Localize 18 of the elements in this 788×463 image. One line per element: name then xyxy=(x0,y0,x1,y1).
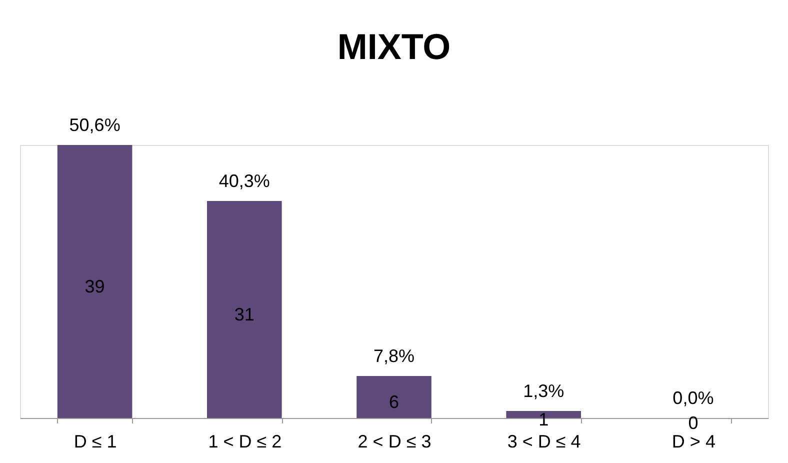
annotation: 50,6% xyxy=(69,115,120,135)
annotation: 0,0% xyxy=(672,388,714,408)
data-label: 31 xyxy=(234,304,254,324)
x-tick-label: 1 < D ≤ 2 xyxy=(208,432,282,452)
chart-title: MIXTO xyxy=(337,26,451,67)
annotation: 1,3% xyxy=(523,381,564,401)
bar xyxy=(57,145,132,418)
data-label: 6 xyxy=(388,392,400,412)
x-tick-label: 2 < D ≤ 3 xyxy=(358,432,432,452)
data-label: 39 xyxy=(84,276,105,296)
bar xyxy=(207,201,282,418)
x-tick-label: 3 < D ≤ 4 xyxy=(507,432,581,452)
bar xyxy=(356,376,432,418)
annotation: 7,8% xyxy=(373,346,415,366)
x-tick-label: D > 4 xyxy=(672,432,716,452)
x-tick-label: D ≤ 1 xyxy=(74,432,117,452)
data-label: 0 xyxy=(688,413,698,433)
annotation: 40,3% xyxy=(218,171,270,191)
